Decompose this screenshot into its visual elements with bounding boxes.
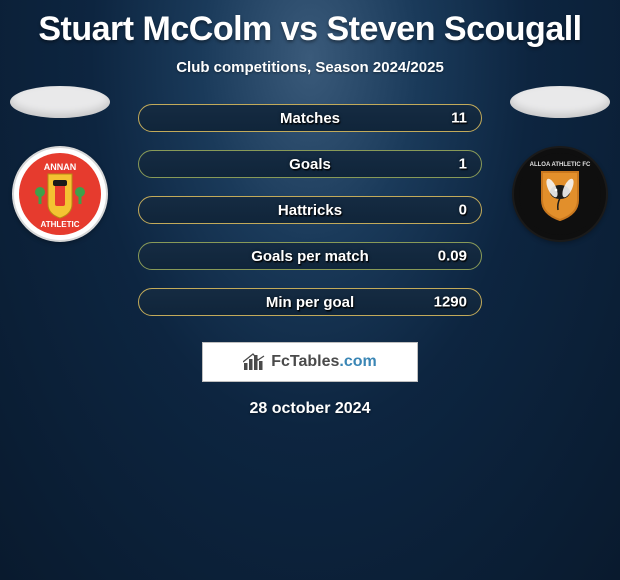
brand-a: Fc xyxy=(271,353,290,370)
stat-value: 0.09 xyxy=(438,248,467,265)
right-club-crest: ALLOA ATHLETIC FC xyxy=(512,146,608,242)
stat-value: 11 xyxy=(451,110,467,127)
bars-icon xyxy=(243,353,265,371)
stat-label: Goals xyxy=(289,156,331,173)
stat-bars: Matches 11 Goals 1 Hattricks 0 Goals per… xyxy=(138,104,482,316)
stat-bar-gpm: Goals per match 0.09 xyxy=(138,242,482,270)
alloa-crest-icon: ALLOA ATHLETIC FC xyxy=(518,152,602,236)
stat-label: Hattricks xyxy=(278,202,342,219)
stat-label: Min per goal xyxy=(266,294,354,311)
stat-bar-matches: Matches 11 xyxy=(138,104,482,132)
stat-bar-mpg: Min per goal 1290 xyxy=(138,288,482,316)
brand-dot: .com xyxy=(339,353,376,370)
left-club-crest: ANNAN ATHLETIC xyxy=(12,146,108,242)
crest-text-top: ANNAN xyxy=(44,162,77,172)
watermark: FcTables.com xyxy=(202,342,418,382)
page-title: Stuart McColm vs Steven Scougall xyxy=(0,0,620,49)
stat-value: 0 xyxy=(459,202,467,219)
watermark-text: FcTables.com xyxy=(271,353,377,371)
right-player-stack: ALLOA ATHLETIC FC xyxy=(500,86,620,242)
stat-value: 1290 xyxy=(434,294,467,311)
left-player-portrait xyxy=(10,86,110,118)
crest-text-top: ALLOA ATHLETIC FC xyxy=(530,162,591,168)
crest-text-bottom: ATHLETIC xyxy=(41,220,80,229)
stat-label: Goals per match xyxy=(251,248,369,265)
brand-b: Tables xyxy=(290,353,340,370)
page-subtitle: Club competitions, Season 2024/2025 xyxy=(0,59,620,76)
stat-value: 1 xyxy=(459,156,467,173)
left-player-stack: ANNAN ATHLETIC xyxy=(0,86,120,242)
footer-date: 28 october 2024 xyxy=(0,400,620,418)
stat-label: Matches xyxy=(280,110,340,127)
comparison-arena: ANNAN ATHLETIC ALLOA ATHLETIC FC xyxy=(0,104,620,418)
stat-bar-goals: Goals 1 xyxy=(138,150,482,178)
stat-bar-hattricks: Hattricks 0 xyxy=(138,196,482,224)
right-player-portrait xyxy=(510,86,610,118)
annan-crest-icon: ANNAN ATHLETIC xyxy=(18,152,102,236)
